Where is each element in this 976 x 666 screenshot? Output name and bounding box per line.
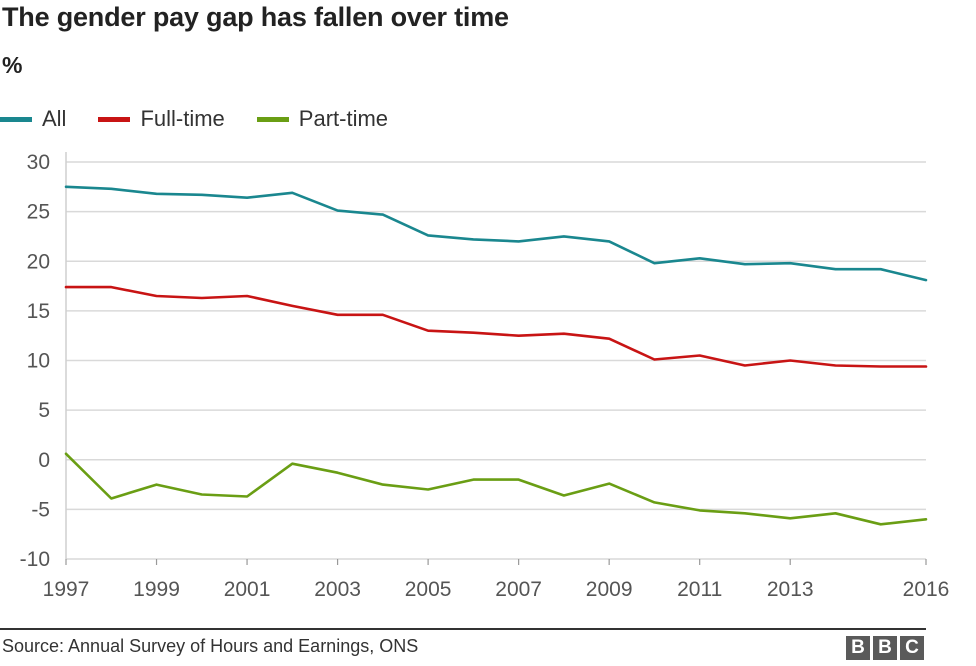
y-tick-label: 20 <box>27 250 50 273</box>
series-line-all <box>64 185 928 282</box>
legend-swatch-part-time <box>256 116 289 122</box>
series-line-part-time <box>64 452 928 526</box>
line-chart: 30 25 20 15 10 5 0 -5 -10 1997 1999 2001 2003 2005 200… <box>20 151 950 601</box>
y-tick-label: -5 <box>31 498 50 521</box>
legend-label-all: All <box>42 106 67 131</box>
legend-label-part-time: Part-time <box>298 106 389 131</box>
x-tick-label: 1997 <box>43 578 90 601</box>
chart-title: The gender pay gap has fallen over time <box>2 2 509 32</box>
x-tick-label: 2009 <box>586 578 633 601</box>
x-tick-label: 2011 <box>677 578 722 601</box>
y-tick-label: 15 <box>27 300 50 323</box>
x-tick-label: 2007 <box>495 578 542 601</box>
legend-item-part-time: Part-time <box>256 106 389 132</box>
bbc-logo-letter: B <box>846 636 870 660</box>
series-line-full-time <box>64 285 928 368</box>
footer-divider <box>0 628 926 630</box>
y-tick-label: 5 <box>38 399 50 422</box>
bbc-logo-letter: B <box>873 636 897 660</box>
x-tick-label: 2016 <box>903 578 950 601</box>
x-tick-label: 2001 <box>224 578 271 601</box>
y-tick-label: -10 <box>20 548 50 571</box>
y-tick-label: 0 <box>38 449 50 472</box>
bbc-logo: B B C <box>846 636 924 660</box>
legend-label-full-time: Full-time <box>140 106 225 131</box>
x-tick-label: 2003 <box>314 578 361 601</box>
legend-swatch-full-time <box>98 116 131 122</box>
chart-subtitle: % <box>2 52 23 78</box>
legend-item-all: All <box>0 106 66 132</box>
y-tick-label: 25 <box>27 201 50 224</box>
legend-swatch-all <box>0 116 32 122</box>
y-tick-label: 30 <box>27 151 50 174</box>
source-note: Source: Annual Survey of Hours and Earni… <box>2 636 419 656</box>
x-tick-label: 1999 <box>133 578 180 601</box>
bbc-logo-letter: C <box>900 636 924 660</box>
legend-item-full-time: Full-time <box>98 106 225 132</box>
x-tick-label: 2013 <box>767 578 814 601</box>
y-tick-label: 10 <box>27 350 50 373</box>
x-tick-label: 2005 <box>405 578 452 601</box>
legend: All Full-time Part-time <box>0 106 420 132</box>
